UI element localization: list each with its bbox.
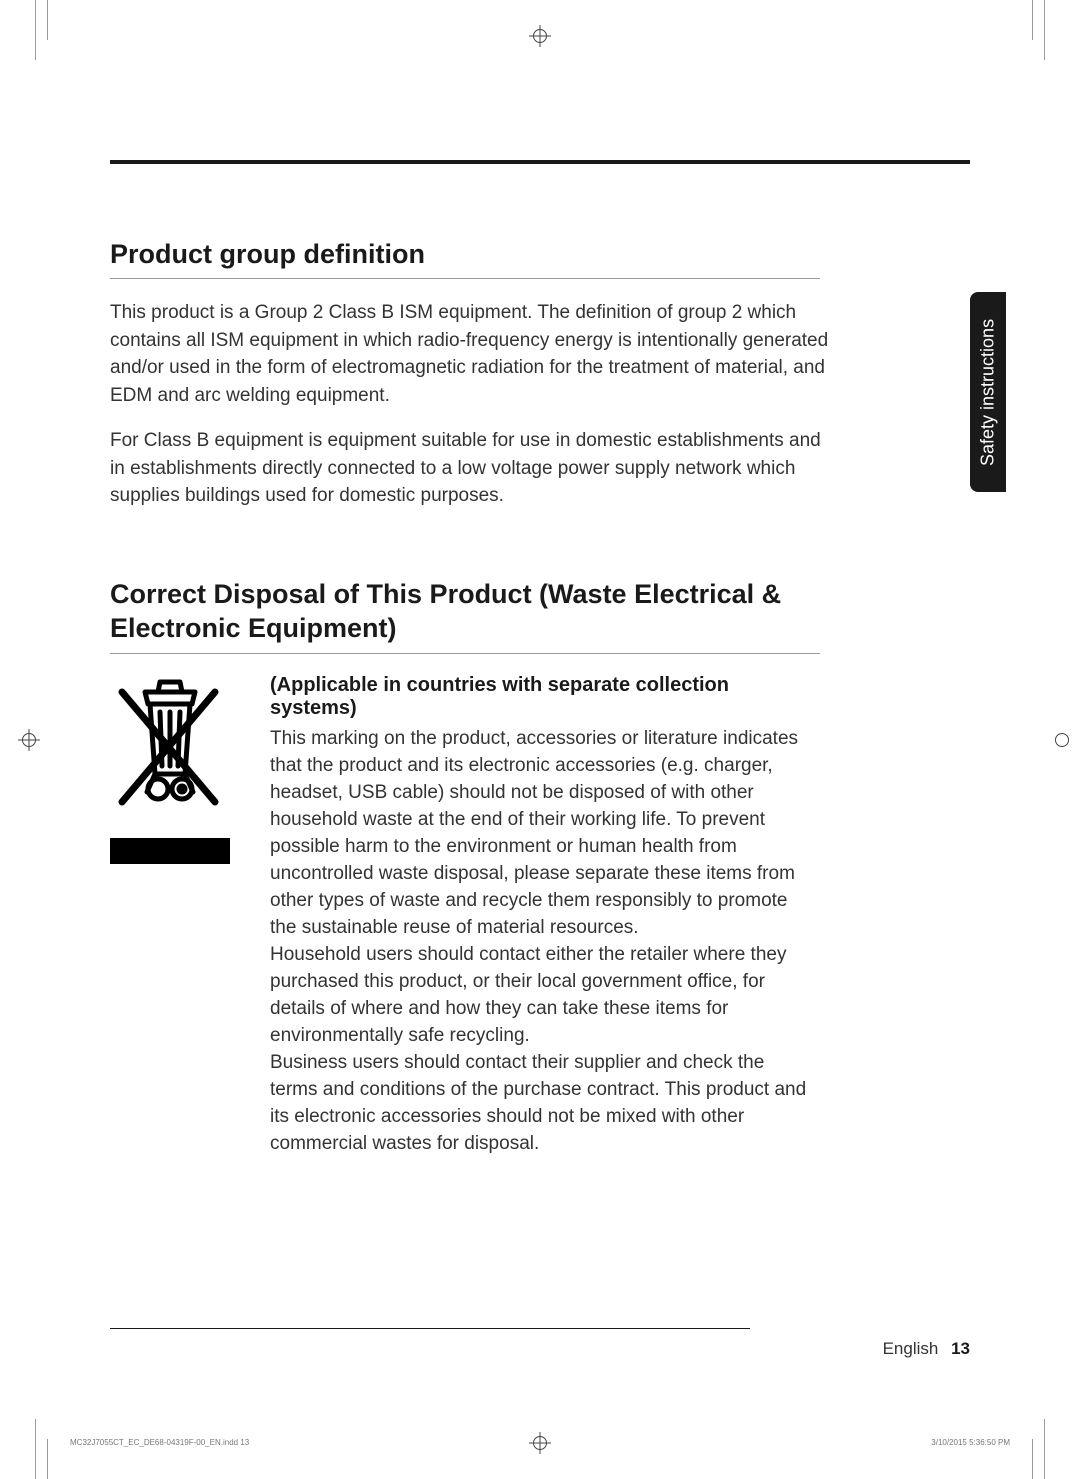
page-footer: English 13 xyxy=(110,1328,970,1359)
disposal-section: (Applicable in countries with separate c… xyxy=(110,674,970,1158)
crop-mark xyxy=(1020,1419,1045,1479)
registration-mark-icon xyxy=(18,729,40,751)
print-info-left: MC32J7055CT_EC_DE68-04319F-00_EN.indd 13 xyxy=(70,1438,249,1447)
page-content: Safety instructions Product group defini… xyxy=(110,160,970,1359)
disposal-paragraph: This marking on the product, accessories… xyxy=(270,726,810,942)
weee-icon xyxy=(110,674,240,1158)
registration-mark-icon xyxy=(529,1432,551,1454)
registration-mark-icon xyxy=(529,25,551,47)
crop-mark xyxy=(35,0,60,60)
side-tab: Safety instructions xyxy=(970,292,1006,492)
body-paragraph: For Class B equipment is equipment suita… xyxy=(110,427,830,510)
footer-text: English 13 xyxy=(110,1339,970,1359)
top-rule xyxy=(110,160,970,164)
crop-mark xyxy=(1020,0,1045,60)
section-heading-2: Correct Disposal of This Product (Waste … xyxy=(110,578,830,646)
section-heading-1: Product group definition xyxy=(110,239,970,270)
footer-page-number: 13 xyxy=(951,1339,970,1358)
heading-underline xyxy=(110,653,820,654)
heading-underline xyxy=(110,278,820,279)
disposal-text: (Applicable in countries with separate c… xyxy=(270,674,810,1158)
footer-rule xyxy=(110,1328,750,1329)
disposal-paragraph: Business users should contact their supp… xyxy=(270,1050,810,1158)
weee-bar-icon xyxy=(110,838,230,864)
footer-language: English xyxy=(883,1339,939,1358)
disposal-paragraph: Household users should contact either th… xyxy=(270,942,810,1050)
disposal-subheading: (Applicable in countries with separate c… xyxy=(270,674,810,720)
body-paragraph: This product is a Group 2 Class B ISM eq… xyxy=(110,299,830,409)
print-info-right: 3/10/2015 5:36:50 PM xyxy=(931,1438,1010,1447)
crop-mark xyxy=(35,1419,60,1479)
